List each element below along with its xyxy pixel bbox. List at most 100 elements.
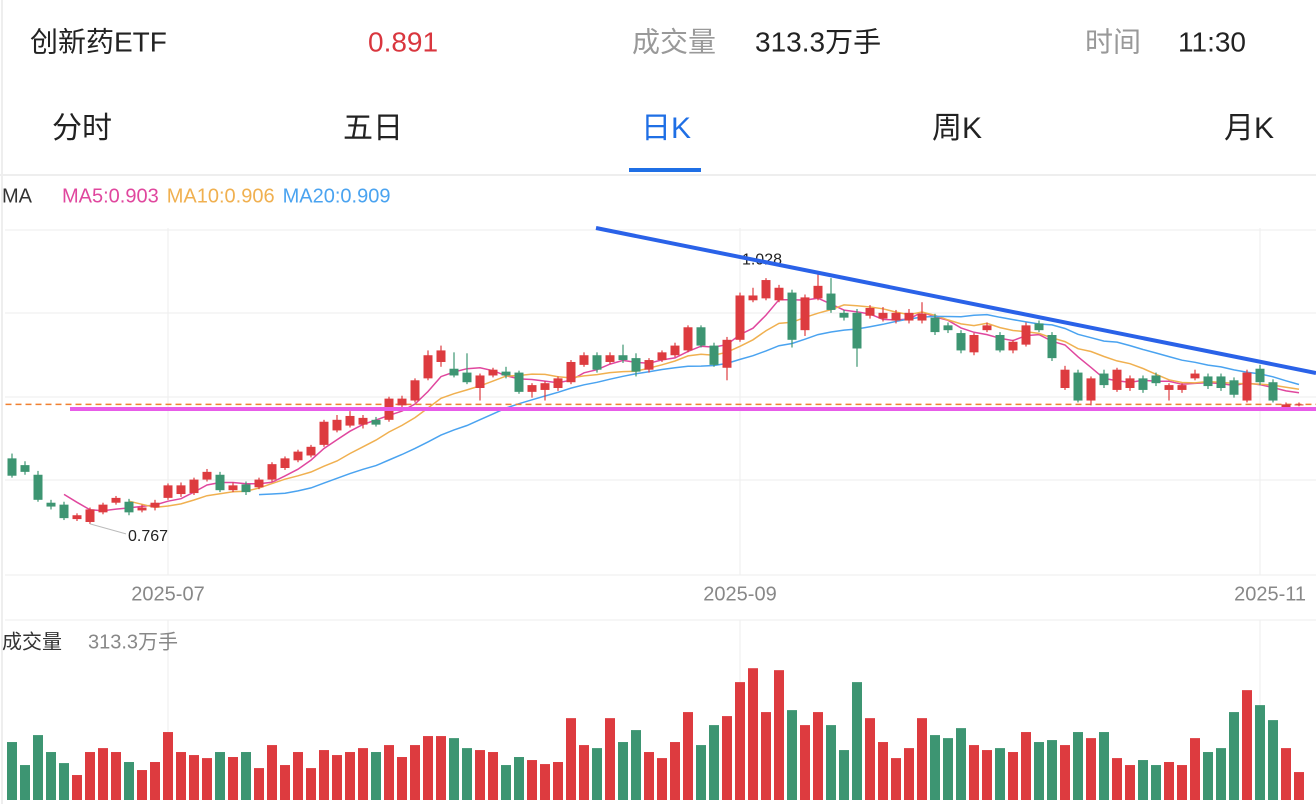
volume-bar (943, 738, 953, 800)
volume-bar (670, 742, 680, 800)
candle-body (657, 352, 667, 361)
volume-value: 313.3万手 (755, 26, 881, 57)
candle-body (241, 484, 251, 493)
candle-body (501, 371, 511, 376)
volume-bar (878, 742, 888, 800)
volume-bar (618, 742, 628, 800)
candle-body (644, 360, 654, 370)
candle-body (397, 398, 407, 406)
x-tick-label: 2025-11 (1234, 583, 1306, 605)
volume-bar (644, 752, 654, 800)
candle-body (761, 280, 771, 299)
volume-bar (1177, 765, 1187, 800)
volume-bar (826, 725, 836, 800)
volume-bar (33, 735, 43, 800)
volume-bar (1216, 748, 1226, 800)
candle-body (33, 474, 43, 500)
volume-bar (345, 752, 355, 800)
volume-bar (293, 752, 303, 800)
volume-bar (397, 757, 407, 800)
volume-bar (904, 748, 914, 800)
volume-bar (1008, 752, 1018, 800)
ma-legend: MA10:0.906 (167, 185, 275, 207)
tab[interactable]: 周K (932, 112, 982, 145)
candle-body (904, 312, 914, 321)
candle-body (228, 485, 238, 491)
fund-name: 创新药ETF (30, 26, 167, 57)
tab[interactable]: 五日 (343, 112, 403, 145)
volume-bar (475, 750, 485, 800)
volume-bar (1190, 738, 1200, 800)
candle-body (956, 333, 966, 351)
volume-bar (683, 712, 693, 800)
candle-body (670, 345, 680, 356)
candle-body (1125, 378, 1135, 389)
candle-body (137, 507, 147, 511)
tab-indicator (629, 168, 701, 172)
volume-bar (111, 752, 121, 800)
x-tick-label: 2025-09 (703, 583, 776, 605)
volume-bar (1073, 732, 1083, 800)
volume-bar (1294, 772, 1304, 800)
candle-body (1021, 325, 1031, 345)
volume-bar (176, 752, 186, 800)
candle-body (475, 375, 485, 389)
volume-bar (85, 752, 95, 800)
volume-bar (969, 745, 979, 800)
volume-bar (982, 750, 992, 800)
candle-body (1060, 369, 1070, 389)
candle-body (254, 479, 264, 488)
tab[interactable]: 分时 (52, 112, 112, 145)
candle-body (1294, 404, 1304, 406)
candle-body (319, 421, 329, 445)
candle-body (332, 419, 342, 431)
volume-bar (150, 762, 160, 800)
tab[interactable]: 月K (1224, 112, 1274, 145)
volume-bar (241, 752, 251, 800)
candle-body (150, 502, 160, 508)
volume-current: 313.3万手 (88, 630, 178, 653)
candle-body (1086, 378, 1096, 401)
candle-body (826, 293, 836, 310)
volume-bar (930, 735, 940, 800)
candle-body (683, 327, 693, 351)
candle-body (436, 350, 446, 362)
candle-body (865, 308, 875, 316)
volume-bar (917, 718, 927, 800)
candle-body (735, 295, 745, 340)
ma-legend: MA5:0.903 (62, 185, 159, 207)
time-value: 11:30 (1178, 26, 1246, 57)
candle-body (1177, 385, 1187, 390)
candle-body (1190, 373, 1200, 379)
volume-title: 成交量 (2, 630, 62, 653)
volume-bar (1151, 765, 1161, 800)
candle-body (410, 380, 420, 401)
candle-body (462, 372, 472, 383)
volume-bar (774, 670, 784, 800)
volume-bar (280, 765, 290, 800)
candle-body (176, 485, 186, 495)
volume-bar (995, 748, 1005, 800)
volume-bar (189, 755, 199, 800)
volume-bar (1060, 745, 1070, 800)
volume-bar (579, 745, 589, 800)
candle-body (1047, 334, 1057, 359)
volume-bar (332, 755, 342, 800)
low-connector (89, 523, 127, 535)
volume-bar (1268, 720, 1278, 800)
candle-body (1164, 385, 1174, 390)
candle-body (449, 368, 459, 376)
volume-bar (1138, 760, 1148, 800)
candle-body (20, 465, 30, 472)
low-label: 0.767 (128, 528, 168, 545)
volume-bar (800, 725, 810, 800)
candle-body (59, 504, 69, 519)
volume-bar (124, 762, 134, 800)
candle-body (371, 419, 381, 425)
candle-body (709, 345, 719, 365)
volume-bar (1281, 748, 1291, 800)
candle-body (800, 297, 810, 331)
candle-body (839, 312, 849, 318)
tab[interactable]: 日K (641, 112, 691, 145)
